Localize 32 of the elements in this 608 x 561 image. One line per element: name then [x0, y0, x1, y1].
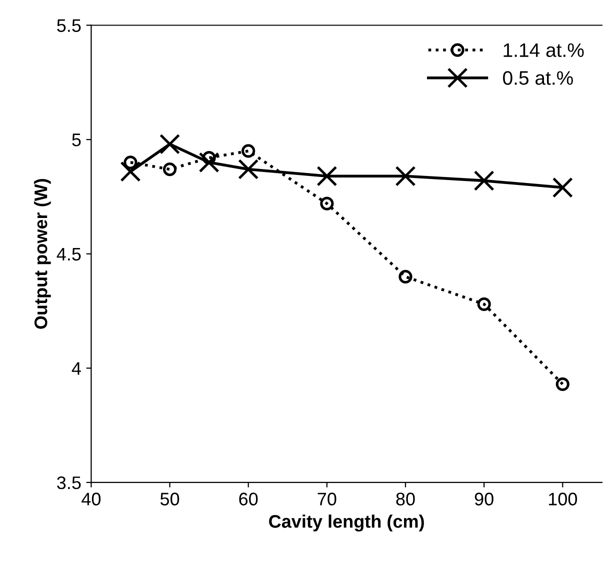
y-tick-label: 4	[72, 362, 81, 375]
point	[242, 144, 256, 158]
point	[202, 151, 216, 165]
x-tick-label: 80	[396, 492, 415, 506]
x-tick-label: 40	[82, 492, 101, 506]
point	[198, 152, 220, 173]
x-tick-label: 60	[239, 492, 258, 506]
point	[398, 270, 412, 284]
point	[162, 162, 177, 176]
point	[474, 170, 494, 191]
point	[556, 377, 570, 391]
x-axis-title: Cavity length (cm)	[269, 514, 424, 532]
point	[120, 161, 141, 182]
point	[238, 158, 259, 180]
x-tick-label: 70	[318, 492, 336, 506]
point	[159, 134, 180, 154]
point	[320, 196, 334, 210]
y-tick-label: 5	[72, 134, 81, 146]
point	[395, 166, 416, 186]
y-axis-title: Output power (W)	[34, 179, 51, 329]
point	[477, 297, 491, 311]
point	[124, 156, 138, 170]
x-tick-label: 100	[548, 492, 577, 506]
legend-label: 1.14 at.%	[504, 43, 584, 58]
y-tick-label: 4.5	[56, 248, 81, 261]
legend-label: 0.5 at.%	[503, 71, 573, 85]
x-tick-label: 50	[160, 492, 180, 506]
point	[316, 166, 338, 186]
x-tick-label: 90	[474, 492, 494, 506]
y-tick-label: 5.5	[57, 19, 81, 32]
point	[552, 177, 573, 198]
y-tick-label: 3.5	[57, 476, 81, 490]
